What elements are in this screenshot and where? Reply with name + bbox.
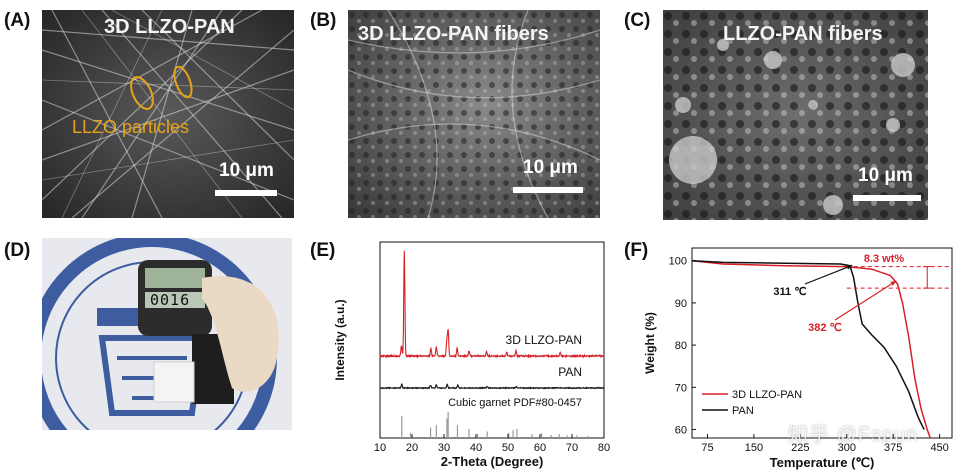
thickness-gauge-photo: 0016 [42,238,292,430]
tga-curve-pan [691,259,925,430]
xrd-x-tick-label: 10 [374,442,386,454]
tga-y-tick-label: 100 [669,256,687,268]
series-label-llzo: 3D LLZO-PAN [506,333,582,347]
sem-a-title: 3D LLZO-PAN [104,16,235,38]
tga-legend: 3D LLZO-PAN PAN [702,389,802,417]
scale-bar-c [853,195,921,201]
xrd-trace-pan [379,383,605,390]
series-label-reference: Cubic garnet PDF#80-0457 [448,397,582,409]
pan-onset-annotation: 311 ℃ [773,286,806,298]
sem-image-a: 3D LLZO-PAN LLZO particles 10 μm [42,10,294,218]
tga-x-tick-label: 450 [930,442,948,454]
panel-label-e: (E) [310,240,336,261]
llzo-particles-label: LLZO particles [72,117,190,137]
sem-texture-c [663,10,928,220]
sem-image-c: LLZO-PAN fibers 10 μm [663,10,928,220]
legend-label-llzo: 3D LLZO-PAN [732,389,802,401]
panel-label-a: (A) [4,10,31,31]
sem-c-title: LLZO-PAN fibers [723,23,883,45]
llzo-onset-arrow-head [890,280,897,286]
xrd-x-tick-label: 60 [534,442,546,454]
xrd-x-tick-label: 70 [566,442,578,454]
tga-x-tick-label: 150 [745,442,763,454]
xrd-x-tick-label: 30 [438,442,450,454]
tga-plot-frame [691,247,953,439]
panel-label-c: (C) [624,10,651,31]
scale-bar-b [513,187,583,193]
xrd-plot-frame [379,241,605,439]
tga-x-tick-label: 375 [884,442,902,454]
llzo-onset-arrow [834,280,897,321]
xrd-x-tick-label: 20 [406,442,418,454]
xrd-trace-llzo-pan [379,250,605,359]
llzo-onset-annotation: 382 ℃ [808,322,842,334]
xrd-y-axis-title: Intensity (a.u.) [333,299,347,380]
series-label-pan: PAN [558,365,582,379]
scale-label-c: 10 μm [858,165,913,186]
tga-y-tick-label: 60 [675,425,687,437]
tga-y-tick-label: 90 [675,298,687,310]
tga-x-axis-title: Temperature (℃) [770,455,875,470]
photo-drawing [42,238,279,430]
panel-label-d: (D) [4,240,31,261]
scale-label-a: 10 μm [219,160,274,181]
sem-texture-a [42,10,294,218]
tga-y-axis-title: Weight (%) [643,312,657,374]
xrd-x-axis-title: 2-Theta (Degree) [441,454,544,469]
xrd-x-tick-label: 50 [502,442,514,454]
tga-x-tick-label: 225 [791,442,809,454]
scale-label-b: 10 μm [523,157,578,178]
watermark: 知乎 @Fspun [788,424,919,446]
tga-y-tick-label: 80 [675,340,687,352]
tga-x-tick-label: 300 [838,442,856,454]
sem-image-b: 3D LLZO-PAN fibers 10 μm [348,10,600,218]
pan-onset-arrow-head [846,265,853,270]
gauge-display: 0016 [150,291,191,309]
particle-markers [130,65,193,110]
scale-bar-a [215,190,277,196]
sem-texture-b [348,10,600,218]
mass-loss-annotation: 8.3 wt% [864,253,905,265]
tga-curve-llzo-pan [691,259,932,439]
xrd-x-tick-label: 80 [598,442,610,454]
panel-label-b: (B) [310,10,337,31]
tga-y-tick-label: 70 [675,382,687,394]
pan-onset-arrow [804,264,853,285]
xrd-x-tick-label: 40 [470,442,482,454]
panel-label-f: (F) [624,240,649,261]
tga-x-tick-label: 75 [701,442,713,454]
legend-label-pan: PAN [732,405,754,417]
sem-b-title: 3D LLZO-PAN fibers [358,23,549,45]
xrd-chart: 10 20 30 40 50 60 70 80 Intensity (a.u.) 2-Thet… [333,241,610,469]
